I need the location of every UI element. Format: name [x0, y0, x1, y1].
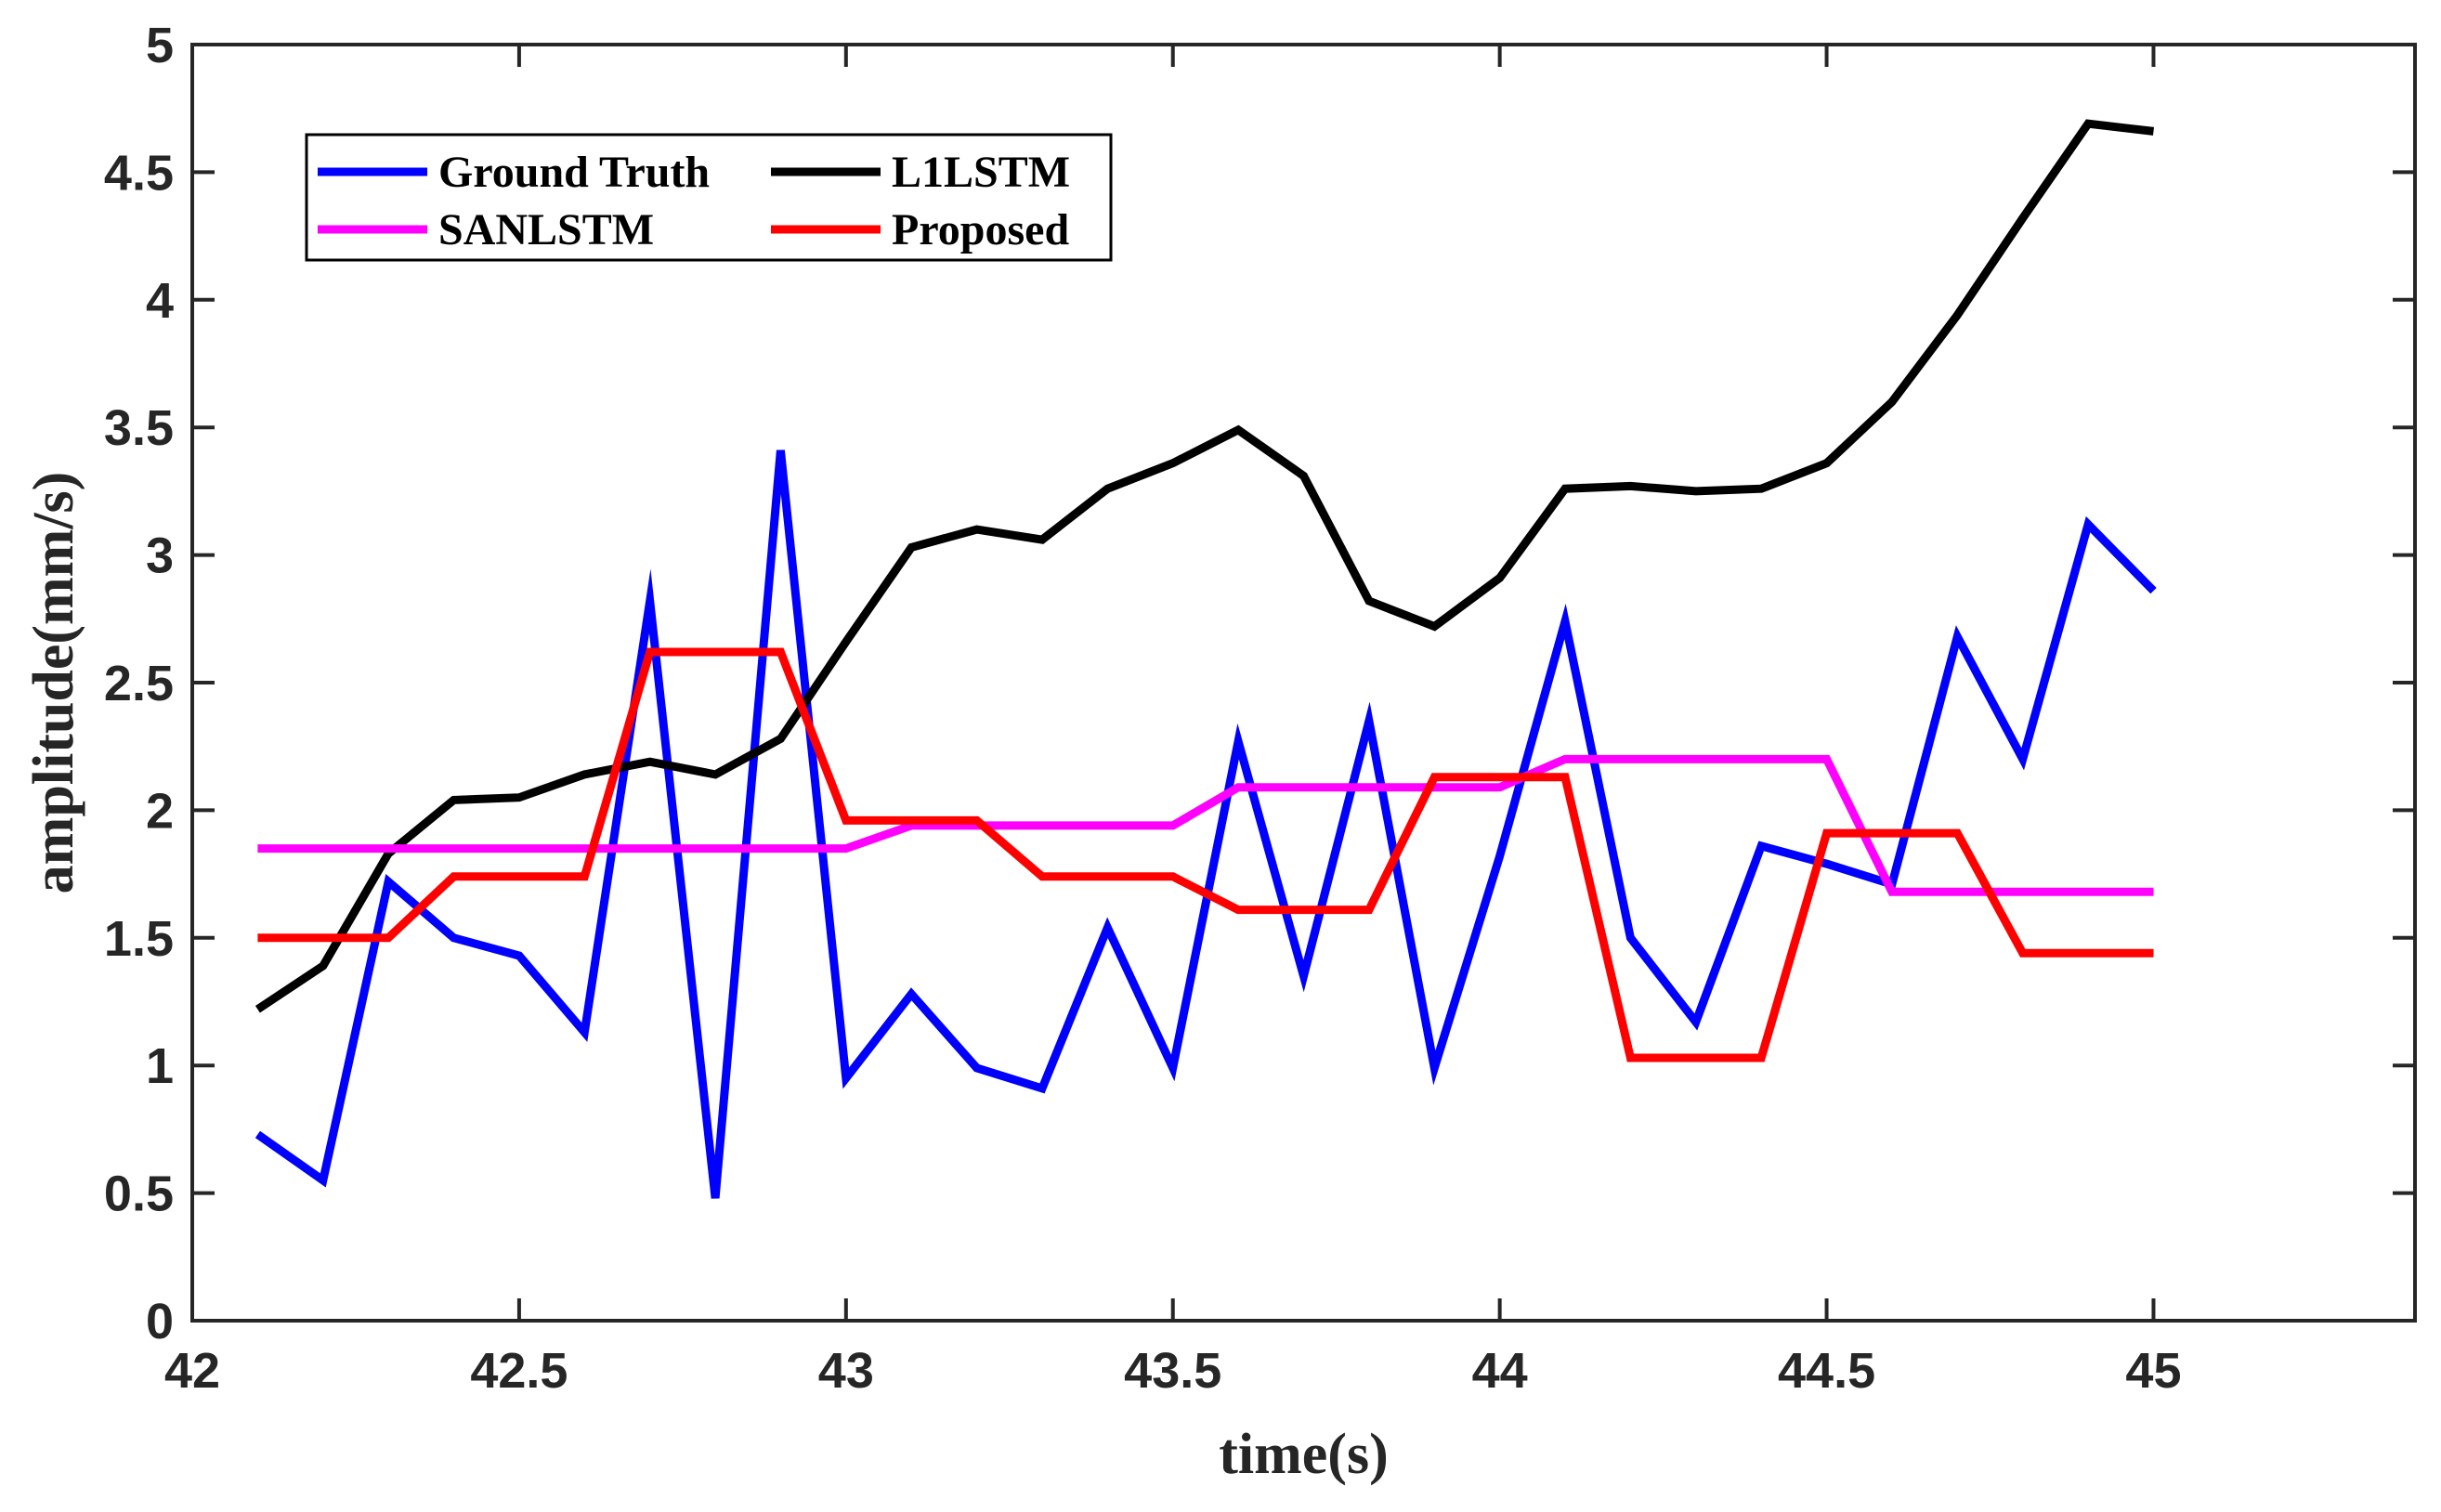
legend-label-proposed: Proposed: [892, 205, 1069, 254]
y-tick-label: 1.5: [104, 911, 174, 967]
y-tick-label: 1: [146, 1038, 174, 1094]
series-line-ground-truth: [255, 450, 2157, 1199]
x-tick-label: 42: [164, 1343, 220, 1399]
legend-label-ground-truth: Ground Truth: [438, 148, 710, 197]
y-tick-label: 3.5: [104, 400, 174, 456]
y-tick-label: 2.5: [104, 656, 174, 711]
x-tick-label: 44.5: [1778, 1343, 1875, 1399]
y-axis-title: amplitude(mm/s): [22, 472, 85, 894]
x-axis-title: time(s): [1219, 1423, 1388, 1486]
y-tick-label: 0.5: [104, 1167, 174, 1222]
x-tick-label: 44: [1472, 1343, 1528, 1399]
y-tick-label: 2: [146, 783, 174, 839]
x-axis: 42 42.5 43 43.5 44 44.5 45: [164, 45, 2182, 1399]
y-tick-label: 4.5: [104, 145, 174, 201]
x-tick-label: 45: [2125, 1343, 2181, 1399]
y-axis: 0 0.5 1 1.5 2 2.5 3 3.5 4 4.5 5: [104, 18, 2415, 1349]
y-tick-label: 4: [146, 273, 174, 329]
legend-box: [305, 133, 1113, 262]
x-tick-label: 43: [818, 1343, 874, 1399]
series-line-sanlstm: [257, 754, 2154, 896]
x-tick-label: 43.5: [1124, 1343, 1221, 1399]
y-tick-label: 0: [146, 1294, 174, 1349]
x-tick-label: 42.5: [470, 1343, 568, 1399]
series-line-l1lstm: [255, 119, 2155, 1013]
series-line-proposed: [257, 647, 2154, 1062]
y-tick-label: 3: [146, 528, 174, 584]
series-layer: [255, 119, 2157, 1199]
legend-label-sanlstm: SANLSTM: [438, 205, 654, 254]
legend: Ground Truth L1LSTM SANLSTM Proposed: [305, 133, 1113, 262]
y-tick-label: 5: [146, 18, 174, 73]
legend-label-l1lstm: L1LSTM: [892, 148, 1070, 197]
